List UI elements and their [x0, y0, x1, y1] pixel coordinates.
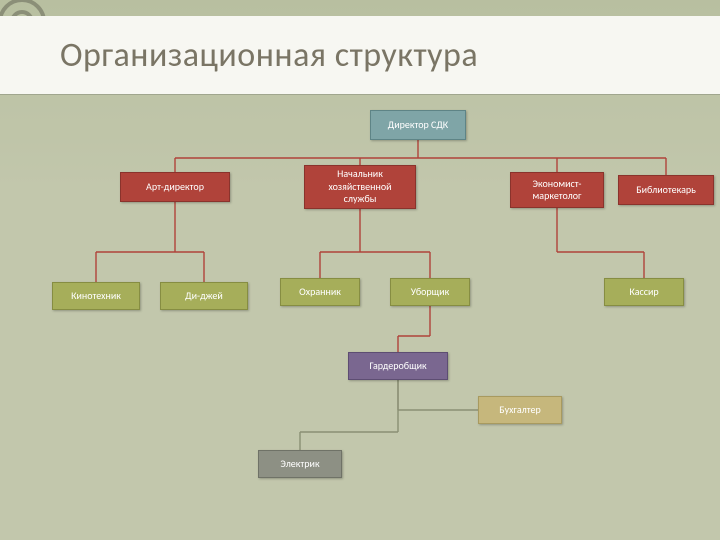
node-cloak: Гардеробщик — [348, 352, 448, 380]
node-house: Начальник хозяйственной службы — [304, 165, 416, 209]
node-account: Бухгалтер — [478, 396, 562, 424]
node-lib: Библиотекарь — [618, 175, 714, 205]
connectors — [0, 0, 720, 540]
node-kino: Кинотехник — [52, 282, 140, 310]
node-dj: Ди-джей — [160, 282, 248, 310]
node-cashier: Кассир — [604, 278, 684, 306]
node-director: Директор СДК — [370, 110, 466, 140]
node-art: Арт-директор — [120, 172, 230, 202]
node-econ: Экономист-маркетолог — [510, 172, 604, 208]
slide: Организационная структура Директор СДКАр… — [0, 0, 720, 540]
node-electric: Электрик — [258, 450, 342, 478]
org-chart: Директор СДК Арт-директор Начальник хозяйс… — [0, 0, 720, 540]
node-guard: Охранник — [280, 278, 360, 306]
node-cleaner: Уборщик — [390, 278, 470, 306]
